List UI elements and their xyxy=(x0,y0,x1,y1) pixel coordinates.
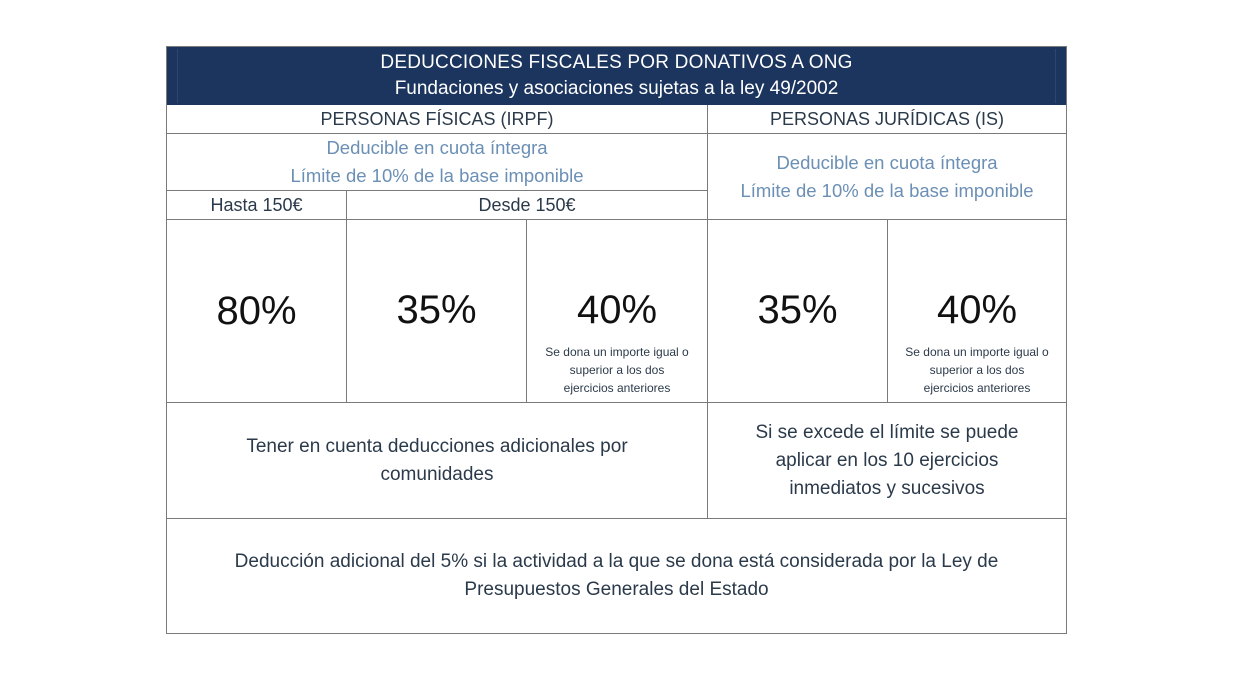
hasta-label: Hasta 150€ xyxy=(210,194,303,215)
table-subtitle: Fundaciones y asociaciones sujetas a la … xyxy=(394,78,839,99)
pct-recurrente-juridicas-cell: 40% Se dona un importe igual o superior … xyxy=(888,220,1066,403)
juridicas-extra-line-2: aplicar en los 10 ejercicios xyxy=(775,449,999,471)
note-fisicas-line-2: superior a los dos xyxy=(569,363,665,377)
fisicas-extra-line-1: Tener en cuenta deducciones adicionales … xyxy=(246,435,628,457)
pct-recurrente-juridicas: 40% xyxy=(936,288,1018,332)
note-recurrente-juridicas: Se dona un importe igual o superior a lo… xyxy=(905,343,1048,397)
fisicas-heading: PERSONAS FÍSICAS (IRPF) xyxy=(320,108,554,129)
note-juridicas-line-2: superior a los dos xyxy=(929,363,1025,377)
pct-desde-cell: 35% xyxy=(347,220,527,403)
fisicas-rule-1: Deducible en cuota íntegra xyxy=(326,137,548,158)
fisicas-rule-2: Límite de 10% de la base imponible xyxy=(290,165,584,186)
table-title: DEDUCCIONES FISCALES POR DONATIVOS A ONG xyxy=(380,52,853,73)
note-juridicas-line-1: Se dona un importe igual o xyxy=(905,345,1049,359)
juridicas-rule-2: Límite de 10% de la base imponible xyxy=(740,179,1034,201)
deductions-table: DEDUCCIONES FISCALES POR DONATIVOS A ONG… xyxy=(166,46,1067,634)
footer-line-1: Deducción adicional del 5% si la activid… xyxy=(234,551,999,572)
note-fisicas-line-3: ejercicios anteriores xyxy=(563,381,671,395)
footer-line-2: Presupuestos Generales del Estado xyxy=(464,579,769,600)
desde-label: Desde 150€ xyxy=(478,194,576,215)
fisicas-rules-cell: Deducible en cuota íntegra Límite de 10%… xyxy=(167,134,708,191)
hasta-cell: Hasta 150€ xyxy=(167,191,347,220)
banner-inner-frame xyxy=(177,49,1056,103)
pct-hasta-cell: 80% xyxy=(167,220,347,403)
pct-recurrente-fisicas-cell: 40% Se dona un importe igual o superior … xyxy=(527,220,708,403)
pct-juridicas-base: 35% xyxy=(757,287,838,332)
desde-cell: Desde 150€ xyxy=(347,191,708,220)
pct-juridicas-base-cell: 35% xyxy=(708,220,888,403)
note-fisicas-line-1: Se dona un importe igual o xyxy=(545,345,689,359)
juridicas-heading-cell: PERSONAS JURÍDICAS (IS) xyxy=(708,105,1066,134)
pct-hasta: 80% xyxy=(216,288,297,333)
fisicas-heading-cell: PERSONAS FÍSICAS (IRPF) xyxy=(167,105,708,134)
pct-desde: 35% xyxy=(396,287,477,332)
juridicas-extra-line-1: Si se excede el límite se puede xyxy=(755,421,1019,443)
note-juridicas-line-3: ejercicios anteriores xyxy=(923,381,1031,395)
juridicas-rule-1: Deducible en cuota íntegra xyxy=(776,151,998,173)
juridicas-extra-cell: Si se excede el límite se puede aplicar … xyxy=(708,403,1066,519)
footer-cell: Deducción adicional del 5% si la activid… xyxy=(167,519,1066,633)
table-banner: DEDUCCIONES FISCALES POR DONATIVOS A ONG… xyxy=(167,47,1066,105)
note-recurrente-fisicas: Se dona un importe igual o superior a lo… xyxy=(545,343,688,397)
pct-recurrente-fisicas: 40% xyxy=(576,288,658,332)
fisicas-extra-cell: Tener en cuenta deducciones adicionales … xyxy=(167,403,708,519)
fisicas-extra-line-2: comunidades xyxy=(380,463,494,485)
juridicas-heading: PERSONAS JURÍDICAS (IS) xyxy=(769,108,1005,129)
juridicas-rules-cell: Deducible en cuota íntegra Límite de 10%… xyxy=(708,134,1066,220)
juridicas-extra-line-3: inmediatos y sucesivos xyxy=(789,477,985,499)
